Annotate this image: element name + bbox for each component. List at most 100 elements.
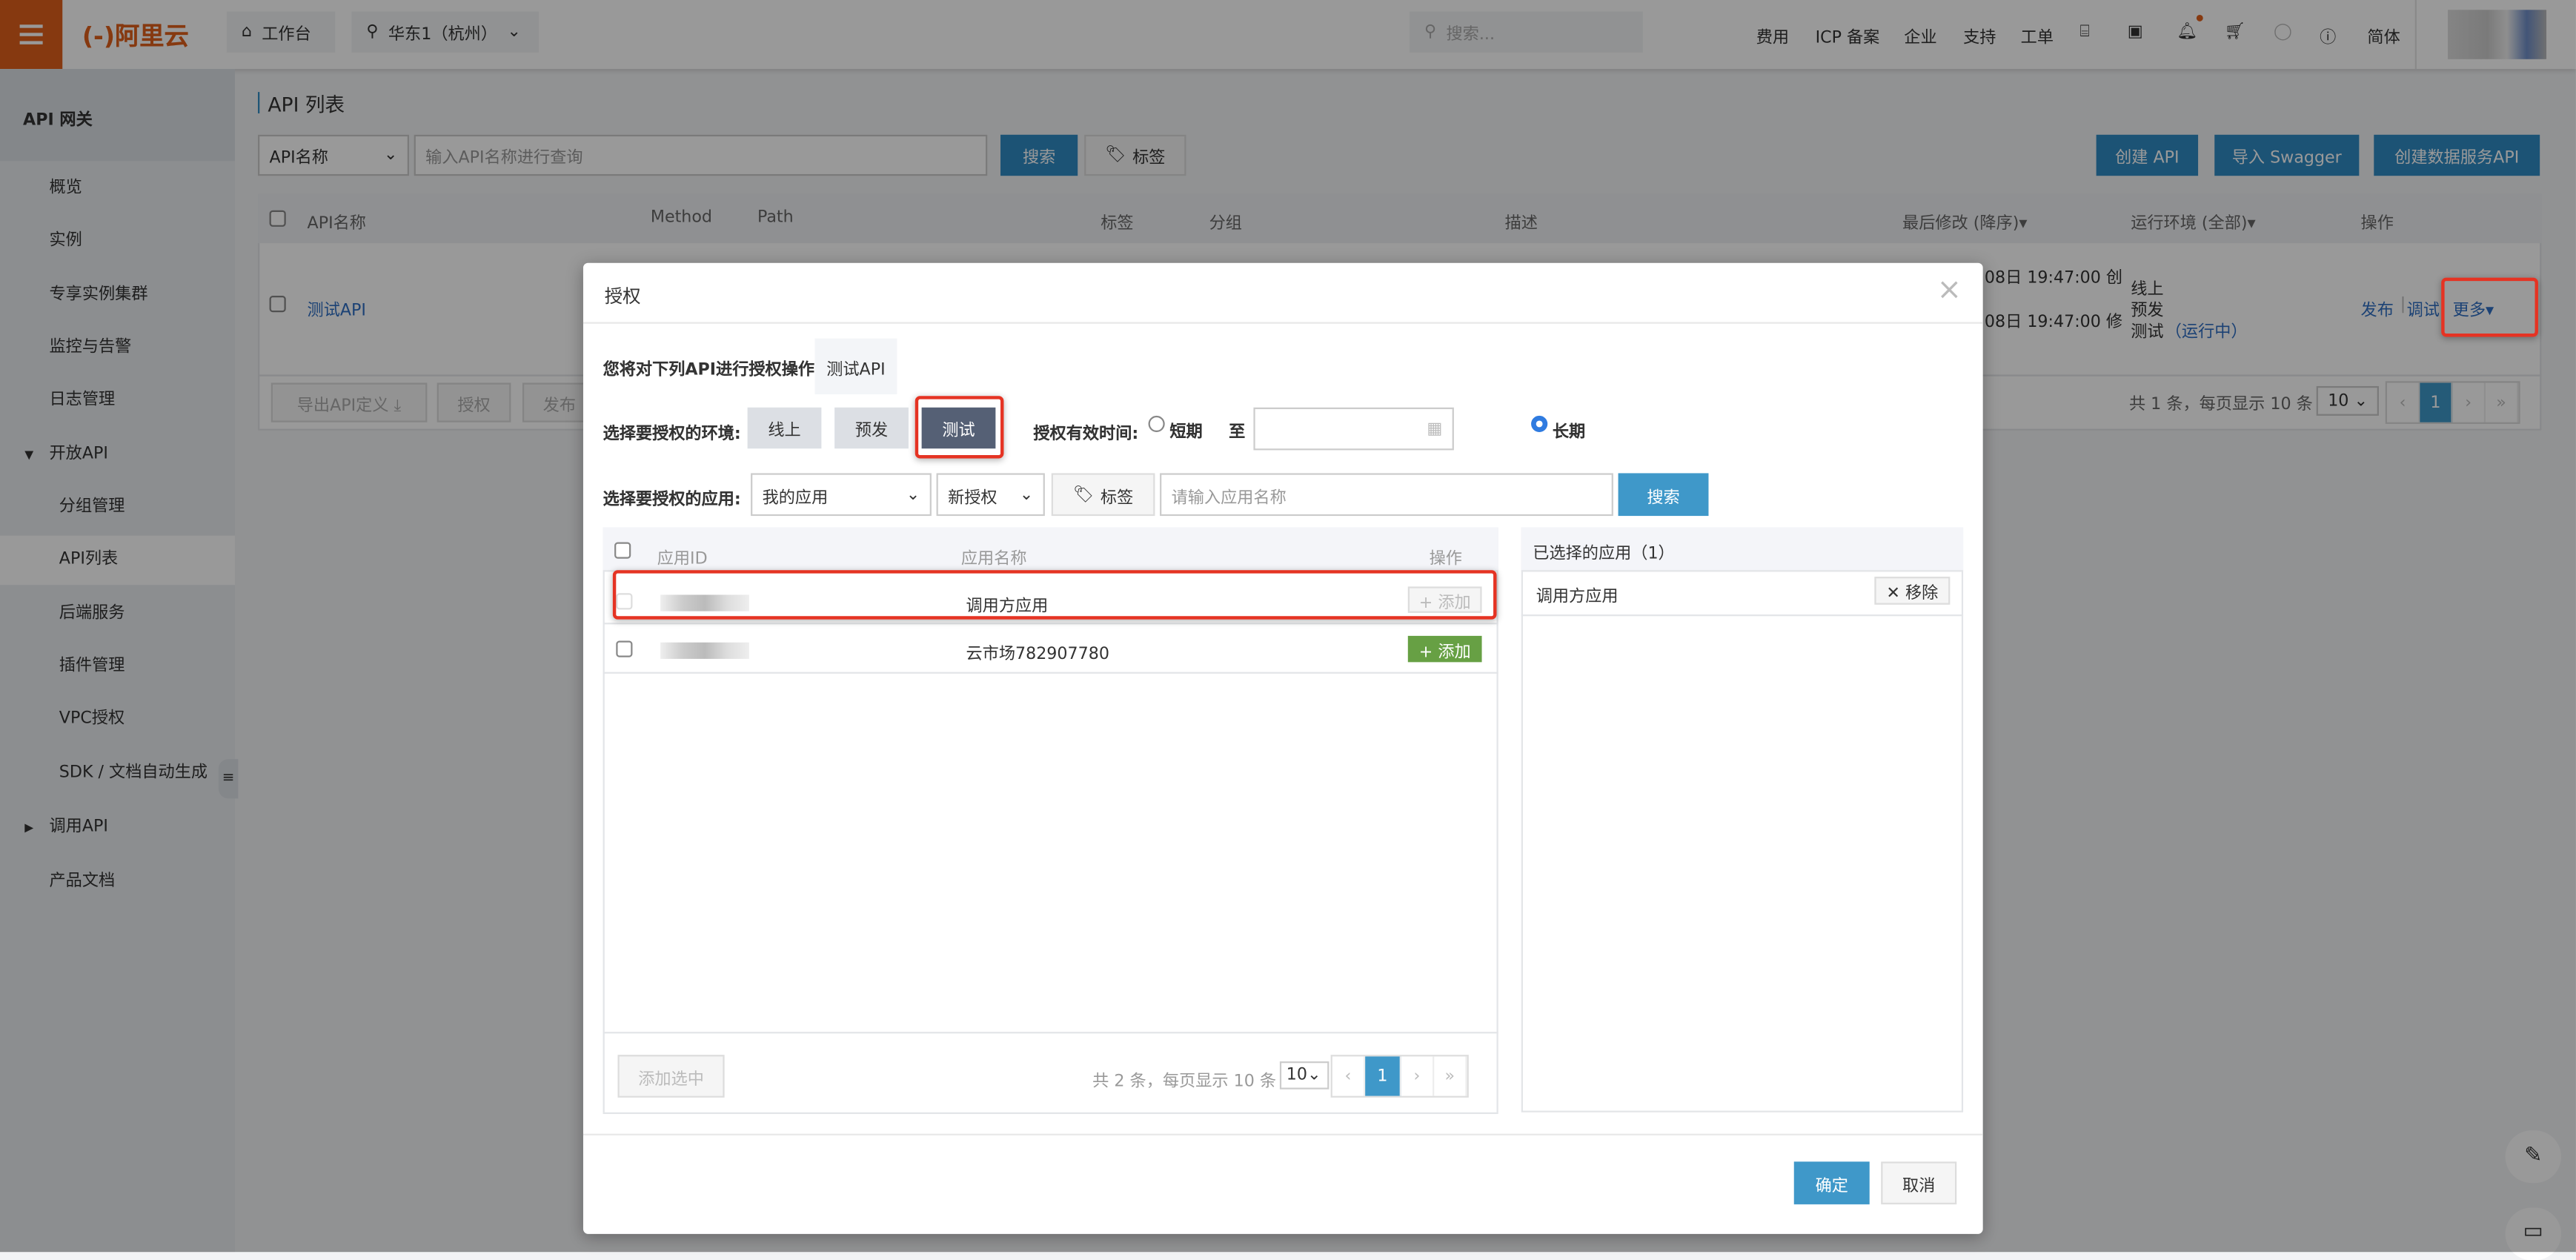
- divider: [1521, 614, 1964, 617]
- add-selected-button[interactable]: 添加选中: [617, 1055, 725, 1098]
- divider: [602, 1032, 1498, 1034]
- next-page[interactable]: ›: [1401, 1056, 1435, 1096]
- search-button[interactable]: 搜索: [1000, 134, 1078, 176]
- col-modified[interactable]: 最后修改 (降序)▾: [1902, 215, 2028, 233]
- location-icon: ⚲: [366, 23, 379, 42]
- sidebar-item[interactable]: 概览: [0, 165, 235, 214]
- create-data-api-button[interactable]: 创建数据服务API: [2374, 134, 2540, 176]
- sidebar: [0, 69, 236, 1253]
- api-tag: 测试API: [814, 338, 897, 395]
- app-search-button[interactable]: 搜索: [1618, 473, 1709, 517]
- nav-fees[interactable]: 费用: [1756, 29, 1790, 48]
- sidebar-item[interactable]: 专享实例集群: [0, 271, 235, 321]
- app-page-size-select[interactable]: 10 ⌄: [1279, 1061, 1330, 1090]
- page-1[interactable]: 1: [1365, 1056, 1401, 1096]
- search-icon: ⚲: [1424, 23, 1437, 42]
- debug-link[interactable]: 调试: [2406, 302, 2440, 321]
- sidebar-item[interactable]: VPC授权: [0, 695, 235, 745]
- page-1[interactable]: 1: [2420, 382, 2453, 422]
- create-api-button[interactable]: 创建 API: [2096, 134, 2199, 176]
- region-select[interactable]: ⚲ 华东1（杭州） ⌄: [351, 11, 540, 53]
- export-api-button[interactable]: 导出API定义 ⤓: [270, 382, 428, 422]
- nav-icp[interactable]: ICP 备案: [1815, 29, 1880, 48]
- env-online-button[interactable]: 线上: [747, 407, 822, 449]
- auth-type-select[interactable]: 新授权 ⌄: [936, 473, 1045, 517]
- sidebar-collapse-handle[interactable]: ≡: [218, 759, 239, 799]
- sidebar-item-label: 产品文档: [49, 872, 116, 891]
- page-title: API 列表: [268, 93, 345, 117]
- chevron-down-icon: ⌄: [507, 23, 521, 42]
- select-all-apps-checkbox[interactable]: [614, 542, 631, 559]
- edit-float-icon[interactable]: ✎: [2505, 1130, 2561, 1184]
- bell-icon[interactable]: 🔔︎: [2177, 23, 2198, 42]
- more-dropdown[interactable]: 更多▾: [2452, 302, 2494, 321]
- api-search-input[interactable]: 输入API名称进行查询: [414, 134, 988, 176]
- chat-float-icon[interactable]: ▭: [2505, 1207, 2561, 1260]
- menu-button[interactable]: [0, 0, 63, 70]
- publish-link[interactable]: 发布: [2360, 302, 2394, 321]
- sidebar-item[interactable]: 实例: [0, 217, 235, 267]
- sidebar-item[interactable]: ▶ 调用API: [0, 803, 235, 853]
- logo: (-)阿里云: [82, 21, 189, 51]
- app-name-input[interactable]: 请输入应用名称: [1160, 473, 1613, 517]
- add-app-button[interactable]: + 添加: [1407, 635, 1482, 663]
- import-swagger-button[interactable]: 导入 Swagger: [2214, 134, 2360, 176]
- app-scope-select[interactable]: 我的应用 ⌄: [751, 473, 932, 517]
- language-switch[interactable]: 简体: [2367, 29, 2400, 48]
- nav-support[interactable]: 支持: [1963, 29, 1996, 48]
- nav-ticket[interactable]: 工单: [2020, 29, 2054, 48]
- caret-down-icon: ▼: [24, 448, 34, 462]
- last-page[interactable]: »: [2486, 382, 2519, 422]
- global-search[interactable]: ⚲ 搜索...: [1410, 11, 1643, 53]
- app-tag-button[interactable]: 🏷︎ 标签: [1051, 473, 1155, 517]
- sidebar-item[interactable]: 监控与告警: [0, 324, 235, 374]
- modified-time: 08日 19:47:00 修: [1984, 314, 2123, 332]
- cart-icon[interactable]: 🛒︎: [2224, 23, 2245, 42]
- filter-select[interactable]: API名称 ⌄: [258, 134, 409, 176]
- col-env[interactable]: 运行环境 (全部)▾: [2131, 215, 2256, 233]
- app-row-checkbox[interactable]: [616, 593, 633, 610]
- api-icon[interactable]: ⌸: [2079, 23, 2090, 42]
- cancel-button[interactable]: 取消: [1881, 1161, 1957, 1204]
- tag-button[interactable]: 🏷︎ 标签: [1084, 134, 1186, 176]
- sidebar-item-label: 日志管理: [49, 391, 116, 409]
- confirm-button[interactable]: 确定: [1793, 1161, 1870, 1204]
- sidebar-item[interactable]: 插件管理: [0, 643, 235, 692]
- prev-page[interactable]: ‹: [2387, 382, 2420, 422]
- prev-page[interactable]: ‹: [1332, 1056, 1366, 1096]
- app-row-checkbox[interactable]: [616, 640, 633, 657]
- sidebar-item[interactable]: SDK / 文档自动生成: [0, 749, 235, 799]
- col-app-action: 操作: [1429, 550, 1462, 569]
- sidebar-item-label: SDK / 文档自动生成: [59, 763, 208, 783]
- sidebar-item[interactable]: 日志管理: [0, 377, 235, 426]
- select-all-checkbox[interactable]: [269, 210, 286, 227]
- workbench-button[interactable]: ⌂ 工作台: [226, 11, 336, 53]
- sidebar-item[interactable]: 分组管理: [0, 483, 235, 533]
- close-icon[interactable]: ×: [1936, 272, 1962, 308]
- add-app-button-disabled[interactable]: + 添加: [1407, 586, 1482, 613]
- env-test-button[interactable]: 测试: [921, 407, 996, 449]
- terminal-icon[interactable]: ▣: [2127, 23, 2143, 42]
- help-icon[interactable]: ⓘ: [2320, 29, 2337, 48]
- authorize-button[interactable]: 授权: [436, 382, 511, 422]
- table-header: [258, 193, 2542, 244]
- sidebar-item[interactable]: API列表: [0, 535, 236, 586]
- end-date-input[interactable]: ▦: [1253, 407, 1454, 451]
- last-page[interactable]: »: [1434, 1056, 1467, 1096]
- sidebar-item[interactable]: 产品文档: [0, 858, 235, 907]
- env-pre-button[interactable]: 预发: [834, 407, 909, 449]
- app-label: 选择要授权的应用:: [602, 491, 741, 510]
- lightbulb-icon[interactable]: ◯: [2274, 23, 2292, 42]
- page-size-select[interactable]: 10 ⌄: [2316, 385, 2379, 416]
- next-page[interactable]: ›: [2453, 382, 2486, 422]
- remove-app-button[interactable]: ✕ 移除: [1874, 577, 1951, 605]
- nav-enterprise[interactable]: 企业: [1904, 29, 1937, 48]
- api-name-link[interactable]: 测试API: [307, 302, 366, 321]
- radio-long[interactable]: [1531, 415, 1548, 433]
- sidebar-item[interactable]: ▼ 开放API: [0, 431, 235, 480]
- pagination-text: 共 1 条，每页显示 10 条: [2128, 396, 2313, 414]
- radio-short[interactable]: [1148, 415, 1165, 433]
- row-checkbox[interactable]: [269, 296, 286, 313]
- sidebar-item[interactable]: 后端服务: [0, 590, 235, 640]
- avatar[interactable]: [2448, 10, 2547, 59]
